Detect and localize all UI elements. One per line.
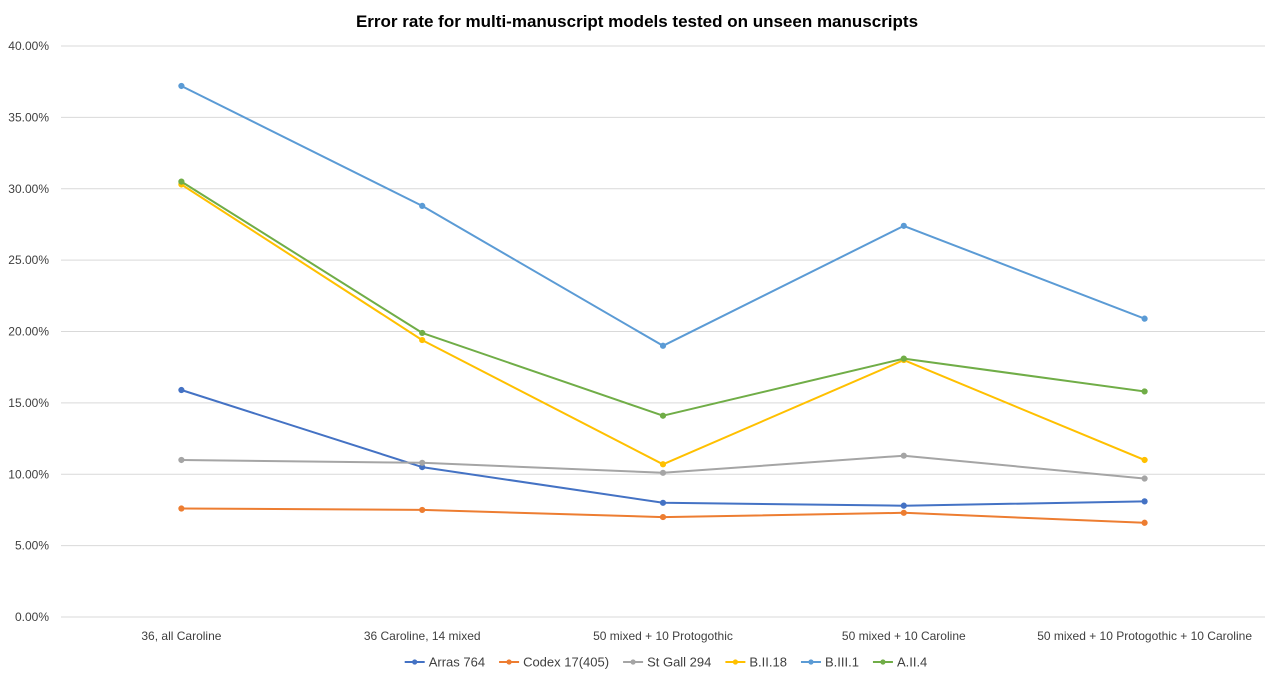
series-line — [180, 389, 1146, 507]
legend-label: Codex 17(405) — [523, 655, 609, 670]
x-tick-label: 50 mixed + 10 Protogothic + 10 Caroline — [1037, 629, 1252, 643]
x-tick-label: 36 Caroline, 14 mixed — [364, 629, 481, 643]
data-point — [1141, 498, 1148, 505]
series-line — [180, 85, 1146, 347]
x-axis-ticks: 36, all Caroline 36 Caroline, 14 mixed 50 … — [141, 629, 1252, 643]
y-tick-label: 10.00% — [8, 467, 49, 481]
data-point — [659, 469, 667, 476]
gridlines — [61, 45, 1265, 618]
series-line — [180, 183, 1146, 466]
data-point — [900, 222, 907, 229]
series-line — [180, 180, 1146, 417]
y-tick-label: 5.00% — [15, 539, 49, 553]
legend-label: B.III.1 — [825, 655, 859, 670]
x-tick-label: 36, all Caroline — [141, 629, 221, 643]
legend-swatch-marker — [880, 659, 886, 665]
y-tick-label: 0.00% — [15, 610, 49, 624]
y-tick-label: 15.00% — [8, 396, 49, 410]
legend-swatch-marker — [506, 659, 512, 665]
legend-label: Arras 764 — [429, 655, 485, 670]
legend-item: B.III.1 — [800, 655, 859, 670]
series-codex-17-405- — [178, 505, 1148, 526]
data-point — [178, 456, 185, 464]
data-point — [1141, 315, 1148, 322]
data-point — [659, 461, 667, 468]
legend-item: Arras 764 — [404, 655, 485, 670]
data-point — [900, 355, 907, 362]
legend-swatch-marker — [732, 659, 738, 665]
x-tick-label: 50 mixed + 10 Protogothic — [593, 629, 733, 643]
chart-title: Error rate for multi-manuscript models t… — [356, 12, 918, 31]
data-point — [1141, 475, 1148, 482]
legend-label: B.II.18 — [749, 655, 787, 670]
legend-label: St Gall 294 — [647, 655, 711, 670]
data-point — [1141, 388, 1148, 395]
data-point — [900, 452, 907, 459]
data-point — [900, 509, 907, 516]
data-point — [659, 412, 667, 419]
data-point — [1141, 456, 1148, 464]
series-a-ii-4 — [178, 178, 1148, 419]
data-point — [178, 386, 185, 394]
data-point — [178, 505, 185, 512]
series-arras-764 — [178, 386, 1148, 509]
legend-item: St Gall 294 — [623, 655, 711, 670]
data-point — [419, 202, 426, 209]
legend: Arras 764 Codex 17(405) St Gall 294 B.II.18… — [404, 655, 927, 670]
legend-label: A.II.4 — [897, 655, 927, 670]
legend-swatch-marker — [412, 659, 418, 665]
y-tick-label: 25.00% — [8, 253, 49, 267]
series-lines — [178, 82, 1148, 526]
data-point — [1141, 519, 1148, 526]
legend-item: A.II.4 — [872, 655, 927, 670]
data-point — [659, 342, 667, 349]
series-b-ii-18 — [178, 181, 1148, 468]
data-point — [178, 82, 185, 90]
data-point — [419, 459, 426, 466]
data-point — [419, 336, 426, 344]
y-tick-label: 30.00% — [8, 182, 49, 196]
data-point — [659, 513, 667, 521]
y-tick-label: 20.00% — [8, 325, 49, 339]
legend-item: B.II.18 — [725, 655, 787, 670]
legend-swatch-marker — [630, 659, 636, 665]
y-tick-label: 35.00% — [8, 110, 49, 124]
series-st-gall-294 — [178, 452, 1148, 482]
x-tick-label: 50 mixed + 10 Caroline — [842, 629, 966, 643]
legend-item: Codex 17(405) — [499, 655, 609, 670]
series-b-iii-1 — [178, 82, 1148, 349]
data-point — [419, 329, 426, 337]
y-axis-ticks: 0.00% 5.00% 10.00% 15.00% 20.00% 25.00% 30.00%… — [8, 39, 49, 624]
legend-swatch-marker — [808, 659, 814, 665]
y-tick-label: 40.00% — [8, 39, 49, 53]
data-point — [659, 499, 667, 506]
data-point — [178, 178, 185, 185]
data-point — [900, 502, 907, 509]
data-point — [419, 506, 426, 514]
